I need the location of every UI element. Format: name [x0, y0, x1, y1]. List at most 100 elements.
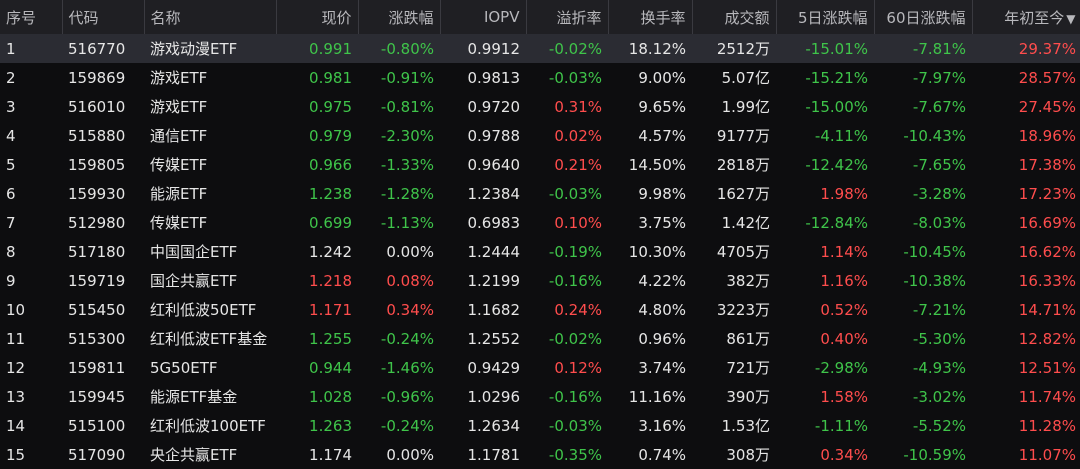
cell-name: 国企共赢ETF [150, 272, 238, 290]
cell-name: 传媒ETF [150, 214, 208, 232]
cell-code: 515100 [68, 416, 126, 435]
cell-seq: 9 [6, 271, 16, 290]
cell-price: 1.171 [309, 300, 352, 319]
cell-premium: -0.16% [548, 271, 602, 290]
table-row[interactable]: 15 517090 央企共赢ETF 1.174 0.00% 1.1781 -0.35% 0.7… [0, 440, 1080, 469]
table-row[interactable]: 3 516010 游戏ETF 0.975 -0.81% 0.9720 0.31% 9.65% 1… [0, 92, 1080, 121]
table-row[interactable]: 5 159805 传媒ETF 0.966 -1.33% 0.9640 0.21% 14.50%… [0, 150, 1080, 179]
cell-chg5d: 0.52% [820, 300, 868, 319]
cell-iopv: 1.1781 [467, 445, 521, 464]
cell-ytd: 28.57% [1018, 68, 1076, 87]
table-row[interactable]: 9 159719 国企共赢ETF 1.218 0.08% 1.2199 -0.16% 4.22… [0, 266, 1080, 295]
col-header-chg60d[interactable]: 60日涨跌幅 [874, 0, 973, 34]
cell-iopv: 0.9813 [467, 68, 521, 87]
cell-change-pct: 0.08% [386, 271, 434, 290]
cell-chg5d: 1.16% [820, 271, 868, 290]
cell-turnover: 14.50% [628, 155, 686, 174]
table-row[interactable]: 10 515450 红利低波50ETF 1.171 0.34% 1.1682 0.24% 4.… [0, 295, 1080, 324]
col-header-premium[interactable]: 溢折率 [526, 0, 609, 34]
cell-change-pct: 0.00% [386, 242, 434, 261]
cell-chg60d: -10.43% [903, 126, 966, 145]
table-row[interactable]: 11 515300 红利低波ETF基金 1.255 -0.24% 1.2552 -0.02%… [0, 324, 1080, 353]
cell-ytd: 12.51% [1018, 358, 1076, 377]
cell-volume: 390万 [726, 388, 770, 406]
cell-volume: 3223万 [716, 301, 770, 319]
col-header-iopv-label: IOPV [483, 8, 520, 26]
col-header-chg5d[interactable]: 5日涨跌幅 [776, 0, 875, 34]
col-header-price[interactable]: 现价 [276, 0, 359, 34]
cell-code: 516010 [68, 97, 126, 116]
cell-volume: 1.53亿 [721, 417, 770, 435]
cell-premium: -0.16% [548, 387, 602, 406]
table-row[interactable]: 14 515100 红利低波100ETF 1.263 -0.24% 1.2634 -0.03… [0, 411, 1080, 440]
cell-chg5d: -12.42% [805, 155, 868, 174]
cell-name: 游戏动漫ETF [144, 34, 276, 63]
col-header-seq[interactable]: 序号 [0, 0, 63, 34]
cell-price: 1.263 [309, 416, 352, 435]
cell-name: 能源ETF [150, 185, 208, 203]
table-row[interactable]: 2 159869 游戏ETF 0.981 -0.91% 0.9813 -0.03% 9.00%… [0, 63, 1080, 92]
cell-chg5d: -12.84% [805, 213, 868, 232]
table-row[interactable]: 6 159930 能源ETF 1.238 -1.28% 1.2384 -0.03% 9.98%… [0, 179, 1080, 208]
cell-change-pct: -0.81% [380, 97, 434, 116]
cell-code: 517180 [68, 242, 126, 261]
cell-ytd: 16.69% [1018, 213, 1076, 232]
cell-volume: 1.99亿 [721, 98, 770, 116]
cell-price: 0.699 [309, 213, 352, 232]
cell-price: 0.944 [309, 358, 352, 377]
cell-seq: 1 [0, 34, 62, 63]
table-row[interactable]: 7 512980 传媒ETF 0.699 -1.13% 0.6983 0.10% 3.75% 1… [0, 208, 1080, 237]
cell-price: 1.028 [309, 387, 352, 406]
cell-iopv: 0.9912 [440, 34, 526, 63]
cell-price: 1.242 [309, 242, 352, 261]
cell-premium: -0.02% [548, 329, 602, 348]
cell-volume: 2818万 [716, 156, 770, 174]
cell-premium: -0.19% [548, 242, 602, 261]
col-header-change-pct[interactable]: 涨跌幅 [358, 0, 441, 34]
cell-chg60d: -5.52% [912, 416, 966, 435]
cell-change-pct: -1.33% [380, 155, 434, 174]
cell-premium: -0.03% [548, 68, 602, 87]
cell-price: 1.255 [309, 329, 352, 348]
cell-chg5d: -15.01% [776, 34, 874, 63]
col-header-code[interactable]: 代码 [62, 0, 145, 34]
col-header-volume[interactable]: 成交额 [692, 0, 777, 34]
cell-name: 中国国企ETF [150, 243, 238, 261]
col-header-iopv[interactable]: IOPV [440, 0, 527, 34]
cell-premium: -0.02% [526, 34, 608, 63]
cell-iopv: 1.2384 [467, 184, 521, 203]
col-header-name[interactable]: 名称 [144, 0, 277, 34]
cell-change-pct: -0.96% [380, 387, 434, 406]
table-row[interactable]: 13 159945 能源ETF基金 1.028 -0.96% 1.0296 -0.16% 11… [0, 382, 1080, 411]
cell-change-pct: -0.24% [380, 329, 434, 348]
cell-code: 516770 [62, 34, 144, 63]
cell-name: 红利低波100ETF [150, 417, 266, 435]
cell-change-pct: -0.80% [358, 34, 440, 63]
cell-chg5d: -4.11% [814, 126, 868, 145]
cell-chg5d: 0.34% [820, 445, 868, 464]
cell-ytd: 18.96% [1018, 126, 1076, 145]
cell-name: 红利低波ETF基金 [150, 330, 268, 348]
table-row[interactable]: 4 515880 通信ETF 0.979 -2.30% 0.9788 0.02% 4.57% 9… [0, 121, 1080, 150]
cell-code: 517090 [68, 445, 126, 464]
table-header-row: 序号 代码 名称 现价 涨跌幅 IOPV 溢折率 换手率 成交额 5日涨跌幅 6… [0, 0, 1080, 34]
table-row[interactable]: 12 159811 5G50ETF 0.944 -1.46% 0.9429 0.12% 3.7… [0, 353, 1080, 382]
cell-chg60d: -10.45% [903, 242, 966, 261]
cell-turnover: 3.75% [638, 213, 686, 232]
cell-change-pct: -1.46% [380, 358, 434, 377]
cell-code: 512980 [68, 213, 126, 232]
cell-iopv: 1.2552 [467, 329, 521, 348]
col-header-turnover-label: 换手率 [640, 8, 686, 27]
cell-chg5d: -15.21% [805, 68, 868, 87]
cell-iopv: 0.9429 [467, 358, 521, 377]
table-row[interactable]: 1 516770 游戏动漫ETF 0.991 -0.80% 0.9912 -0.02% 18.… [0, 34, 1080, 63]
cell-change-pct: 0.00% [386, 445, 434, 464]
col-header-turnover[interactable]: 换手率 [608, 0, 693, 34]
col-header-code-label: 代码 [68, 8, 99, 27]
col-header-chg5d-label: 5日涨跌幅 [797, 8, 868, 27]
table-row[interactable]: 8 517180 中国国企ETF 1.242 0.00% 1.2444 -0.19% 10.3… [0, 237, 1080, 266]
cell-seq: 6 [6, 184, 16, 203]
col-header-ytd[interactable]: 年初至今 ▼ [972, 0, 1080, 34]
cell-ytd: 17.23% [1018, 184, 1076, 203]
col-header-premium-label: 溢折率 [556, 8, 602, 27]
